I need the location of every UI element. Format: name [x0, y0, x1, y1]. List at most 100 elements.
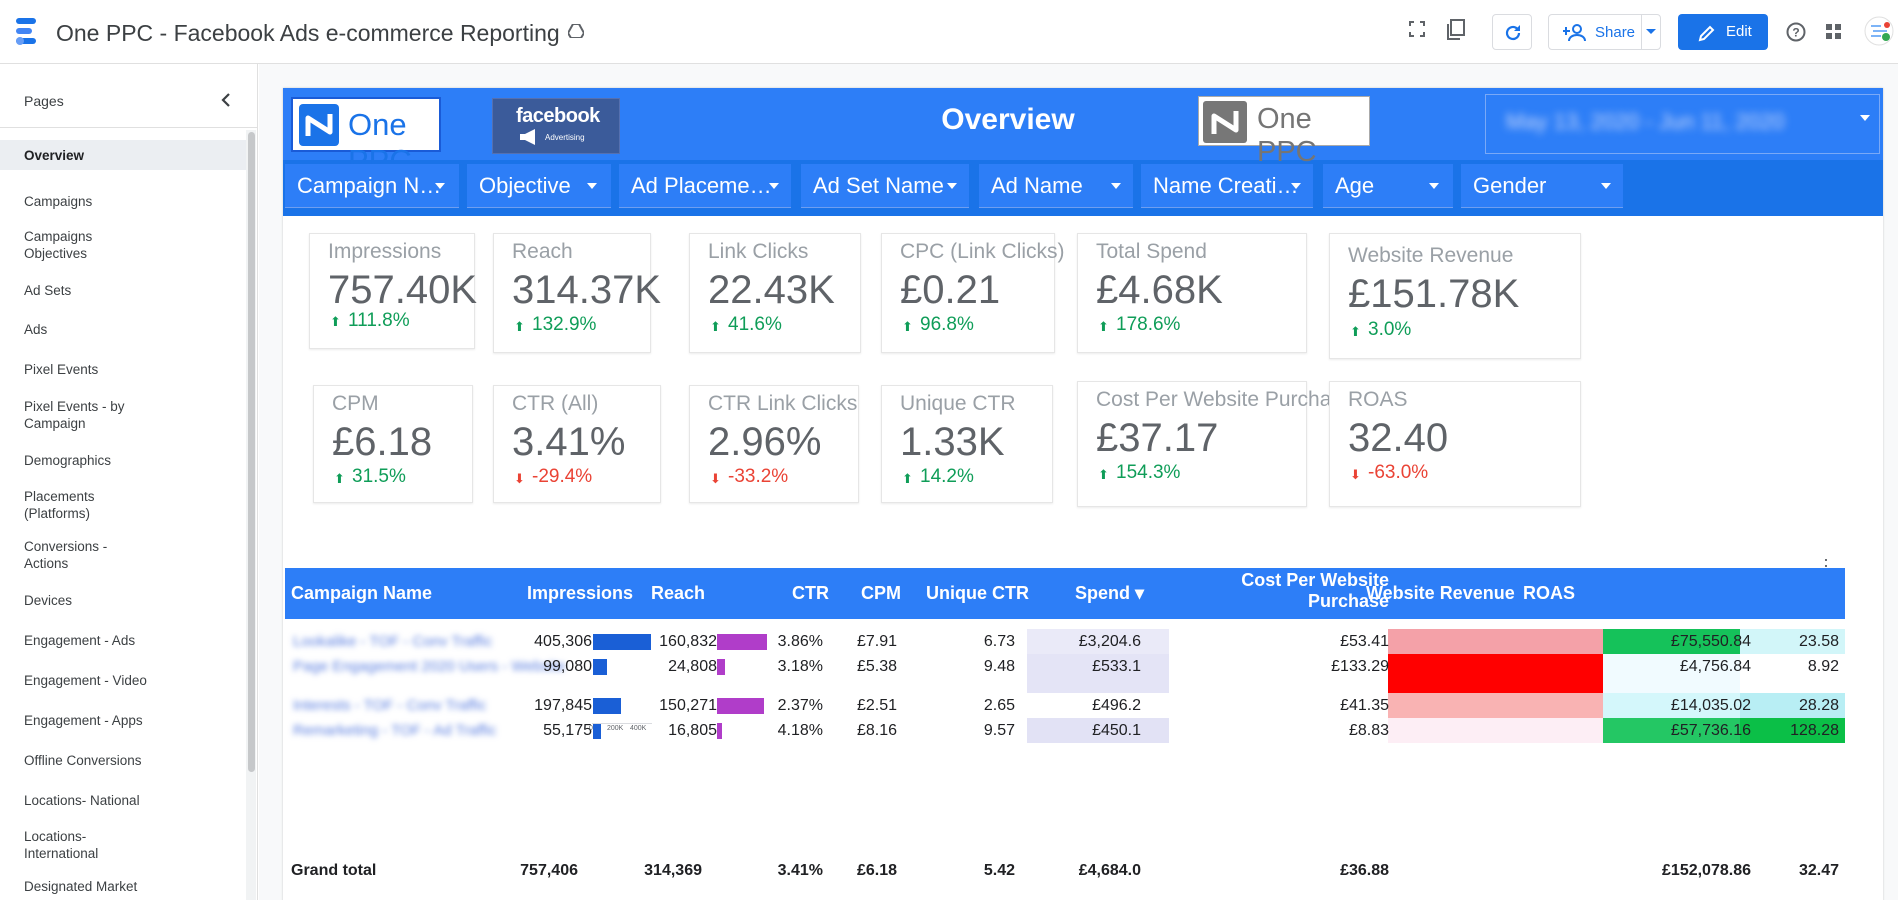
campaign-name-cell[interactable]: Lookalike - TOF - Conv Traffic: [293, 633, 493, 650]
date-range-picker[interactable]: May 13, 2020 - Jun 11, 2020: [1485, 94, 1880, 154]
refresh-button[interactable]: [1492, 14, 1532, 50]
share-button[interactable]: Share: [1548, 14, 1661, 50]
ctr-cell: 3.86%: [777, 633, 823, 650]
report-canvas: One PPC facebook Advertising Overview On…: [259, 64, 1898, 900]
sidebar-item-engagement-apps[interactable]: Engagement - Apps: [24, 713, 143, 728]
col-campaign-name[interactable]: Campaign Name: [291, 583, 433, 603]
campaign-name-cell[interactable]: Page Engagement 2020 Users - Website: [293, 658, 566, 675]
scorecard-delta: 154.3%: [1116, 462, 1181, 483]
campaign-name-cell[interactable]: Remarketing - TOF - Ad Traffic: [293, 722, 497, 739]
scorecard-metric: Website Revenue: [1348, 244, 1514, 267]
chevron-left-icon[interactable]: [218, 92, 234, 108]
roas-heat-cell: [1740, 629, 1818, 654]
sidebar-item-placements[interactable]: Placements (Platforms): [24, 489, 95, 521]
sidebar-item-devices[interactable]: Devices: [24, 593, 73, 608]
axis-tick: 400K: [630, 725, 647, 732]
scorecard-website-revenue: Website Revenue £151.78K ⬆ 3.0%: [1329, 233, 1581, 359]
cpm-cell: £7.91: [856, 633, 897, 650]
roas-heat-cell: [1818, 718, 1845, 743]
filter-controls: Campaign N… Objective Ad Placeme… Ad Set…: [283, 160, 1883, 216]
google-drive-icon[interactable]: [568, 24, 584, 38]
sidebar-item-engagement-video[interactable]: Engagement - Video: [24, 673, 147, 688]
filter-ad-name[interactable]: Ad Name: [979, 164, 1133, 208]
filter-campaign-name[interactable]: Campaign N…: [285, 164, 459, 208]
filter-label: Ad Name: [991, 173, 1083, 198]
unique-ctr-cell: 6.73: [983, 633, 1015, 650]
axis-tick: 0: [589, 725, 593, 732]
pages-header: Pages: [0, 64, 258, 128]
arrow-up-icon: ⬆: [514, 319, 525, 334]
sidebar-item-ads[interactable]: Ads: [24, 322, 48, 337]
col-impressions[interactable]: Impressions: [527, 583, 634, 603]
filter-ad-placement[interactable]: Ad Placeme…: [619, 164, 791, 208]
cpwp-heat-cell: [1388, 718, 1603, 743]
col-reach[interactable]: Reach: [651, 583, 706, 603]
sidebar-item-ad-sets[interactable]: Ad Sets: [24, 283, 72, 298]
col-cpm[interactable]: CPM: [861, 583, 901, 603]
roas-heat-cell: [1740, 654, 1818, 693]
roas-heat-cell: [1740, 693, 1818, 718]
reach-bar: [717, 659, 725, 675]
revenue-cell: £57,736.16: [1670, 722, 1751, 739]
col-unique-ctr[interactable]: Unique CTR: [926, 583, 1029, 603]
sidebar-item-engagement-ads[interactable]: Engagement - Ads: [24, 633, 136, 648]
edit-button[interactable]: Edit: [1678, 14, 1768, 50]
filter-label: Name Creati…: [1153, 173, 1299, 198]
chevron-down-icon: [1860, 115, 1870, 121]
unique-ctr-heat-cell: [1027, 718, 1169, 743]
sidebar-item-offline-conversions[interactable]: Offline Conversions: [24, 753, 142, 768]
sidebar-item-designated-market[interactable]: Designated Market: [24, 879, 138, 894]
chevron-down-icon: [1291, 183, 1301, 189]
cpm-cell: £2.51: [856, 697, 897, 714]
edit-label: Edit: [1726, 23, 1752, 40]
sidebar-item-conversions-actions[interactable]: Conversions - Actions: [24, 539, 108, 571]
roas-heat-cell: [1740, 718, 1818, 743]
col-purchase[interactable]: Purchase: [1307, 591, 1389, 611]
apps-grid-icon[interactable]: [1826, 24, 1842, 40]
reach-cell: 160,832: [659, 633, 717, 650]
sidebar-item-campaigns[interactable]: Campaigns: [24, 194, 93, 209]
filter-ad-set-name[interactable]: Ad Set Name: [801, 164, 969, 208]
filter-age[interactable]: Age: [1323, 164, 1453, 208]
campaign-name-cell[interactable]: Interests - TOF - Conv Traffic: [293, 697, 487, 714]
sidebar-item-demographics[interactable]: Demographics: [24, 453, 112, 468]
sidebar-item-locations-national[interactable]: Locations- National: [24, 793, 140, 808]
filter-name-creative[interactable]: Name Creati…: [1141, 164, 1313, 208]
sidebar-item-overview[interactable]: Overview: [0, 140, 246, 170]
col-roas[interactable]: ROAS: [1523, 583, 1576, 603]
sidebar-item-campaigns-objectives[interactable]: Campaigns Objectives: [24, 229, 93, 261]
sidebar-item-locations-international[interactable]: Locations- International: [24, 829, 99, 861]
report-header: One PPC facebook Advertising Overview On…: [283, 88, 1883, 216]
col-website-revenue[interactable]: Website Revenue: [1366, 583, 1515, 603]
scorecard-unique-ctr: Unique CTR 1.33K ⬆ 14.2%: [881, 385, 1053, 503]
reach-bar: [717, 723, 722, 739]
table-header: Campaign Name Impressions Reach CTR CPM …: [285, 568, 1845, 619]
col-spend[interactable]: Spend ▾: [1075, 583, 1145, 603]
help-icon[interactable]: ?: [1786, 22, 1806, 42]
one-ppc-logo: One PPC: [291, 97, 441, 178]
share-dropdown-icon[interactable]: [1646, 29, 1656, 34]
impressions-cell: 55,175: [543, 722, 592, 739]
account-avatar-icon[interactable]: [1864, 16, 1894, 46]
sidebar-item-pixel-events[interactable]: Pixel Events: [24, 362, 99, 377]
impressions-cell: 99,080: [543, 658, 592, 675]
sidebar-scrollbar-thumb[interactable]: [248, 132, 255, 772]
filter-gender[interactable]: Gender: [1461, 164, 1623, 208]
roas-heat-cell: [1818, 654, 1845, 693]
arrow-down-icon: ⬇: [514, 471, 525, 486]
total-spend: £4,684.0: [1078, 862, 1141, 879]
col-cost-per-website[interactable]: Cost Per Website: [1241, 570, 1389, 590]
copy-icon[interactable]: [1446, 19, 1466, 41]
scorecard-value: 2.96%: [708, 420, 822, 464]
fullscreen-icon[interactable]: [1408, 20, 1426, 38]
reach-cell: 16,805: [668, 722, 717, 739]
revenue-cell: £75,550.84: [1670, 633, 1751, 650]
scorecard-value: £6.18: [332, 420, 433, 464]
arrow-up-icon: ⬆: [710, 319, 721, 334]
sidebar-item-pixel-events-by-campaign[interactable]: Pixel Events - by Campaign: [24, 399, 125, 431]
filter-objective[interactable]: Objective: [467, 164, 611, 208]
report-title[interactable]: One PPC - Facebook Ads e-commerce Report…: [56, 20, 560, 46]
cpwp-heat-cell: [1388, 654, 1603, 693]
col-ctr[interactable]: CTR: [792, 583, 829, 603]
page-title: Overview: [941, 103, 1075, 136]
